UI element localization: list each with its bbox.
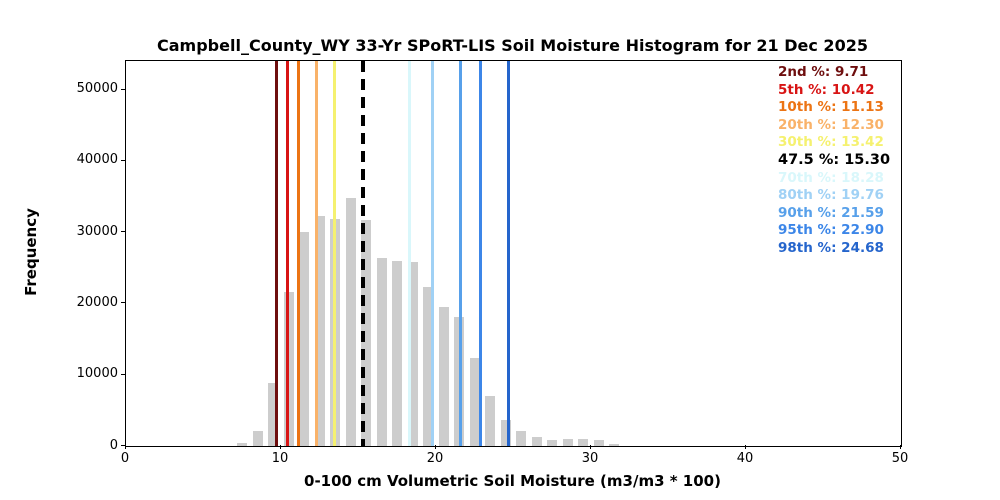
histogram-bar: [516, 431, 527, 446]
legend-entry-90pct: 90th %: 21.59: [778, 204, 884, 221]
histogram-bar: [547, 440, 558, 446]
x-tick-label: 50: [891, 451, 909, 466]
x-tick-mark: [590, 445, 591, 449]
histogram-bar: [268, 383, 279, 446]
histogram-bar: [392, 261, 403, 446]
legend-entry-10pct: 10th %: 11.13: [778, 99, 884, 116]
histogram-bar: [562, 438, 573, 446]
legend-entry-20pct: 20th %: 12.30: [778, 116, 884, 133]
plot-area: [125, 60, 902, 447]
y-tick-mark: [121, 373, 125, 375]
x-tick-label: 40: [736, 451, 754, 466]
histogram-bar: [237, 443, 248, 446]
histogram-bar: [376, 257, 387, 446]
y-tick-label: 30000: [76, 223, 118, 239]
legend-entry-95pct: 95th %: 22.90: [778, 222, 884, 239]
y-tick-mark: [121, 302, 125, 304]
x-tick-mark: [125, 445, 126, 449]
histogram-bar: [345, 197, 356, 446]
histogram-bar: [531, 437, 542, 446]
legend-entry-2pct: 2nd %: 9.71: [778, 64, 869, 80]
histogram-bar: [252, 431, 263, 446]
percentile-line-20pct: [315, 61, 319, 446]
x-tick-label: 0: [120, 451, 130, 466]
percentile-line-10pct: [297, 61, 300, 446]
legend-entry-70pct: 70th %: 18.28: [778, 169, 884, 186]
y-tick-label: 10000: [76, 366, 118, 382]
percentile-line-95pct: [479, 61, 483, 446]
x-tick-label: 30: [581, 451, 599, 466]
legend-entry-98pct: 98th %: 24.68: [778, 239, 884, 256]
percentile-line-70pct: [407, 61, 411, 446]
x-tick-mark: [435, 445, 436, 449]
histogram-bar: [593, 439, 604, 446]
percentile-line-30pct: [332, 61, 336, 446]
histogram-bar: [314, 216, 325, 446]
x-tick-mark: [745, 445, 746, 449]
y-tick-mark: [121, 159, 125, 161]
percentile-line-90pct: [459, 61, 463, 446]
percentile-line-2pct: [275, 61, 278, 446]
y-tick-label: 20000: [76, 294, 118, 310]
histogram-bar: [299, 232, 310, 446]
histogram-bar: [407, 262, 418, 446]
histogram-bar: [485, 396, 496, 446]
percentile-legend: 2nd %: 9.71 5th %: 10.42 10th %: 11.13 20th…: [778, 64, 890, 258]
chart-title: Campbell_County_WY 33-Yr SPoRT-LIS Soil …: [157, 36, 868, 55]
x-tick-label: 20: [426, 451, 444, 466]
legend-entry-5pct: 5th %: 10.42: [778, 81, 875, 98]
histogram-bar: [423, 287, 434, 446]
x-tick-mark: [900, 445, 901, 449]
histogram-bar: [500, 420, 511, 446]
y-tick-label: 0: [109, 437, 118, 453]
y-tick-label: 40000: [76, 152, 118, 168]
x-tick-label: 10: [271, 451, 289, 466]
legend-entry-47.5pct: 47.5 %: 15.30: [778, 151, 891, 168]
y-axis-label: Frequency: [22, 208, 40, 296]
y-tick-mark: [121, 88, 125, 90]
y-tick-mark: [121, 231, 125, 233]
percentile-line-98pct: [507, 61, 511, 446]
histogram-bar: [578, 438, 589, 446]
y-tick-mark: [121, 445, 125, 446]
x-tick-mark: [280, 445, 281, 449]
percentile-line-47.5pct: [361, 61, 366, 446]
histogram-bar: [609, 444, 620, 446]
legend-entry-80pct: 80th %: 19.76: [778, 187, 884, 204]
percentile-line-5pct: [286, 61, 289, 446]
histogram-bar: [469, 358, 480, 446]
x-axis-label: 0-100 cm Volumetric Soil Moisture (m3/m3…: [304, 472, 721, 490]
percentile-line-80pct: [430, 61, 434, 446]
histogram-bar: [438, 306, 449, 446]
histogram-bar: [361, 220, 372, 446]
legend-entry-30pct: 30th %: 13.42: [778, 134, 884, 151]
y-tick-label: 50000: [76, 81, 118, 97]
